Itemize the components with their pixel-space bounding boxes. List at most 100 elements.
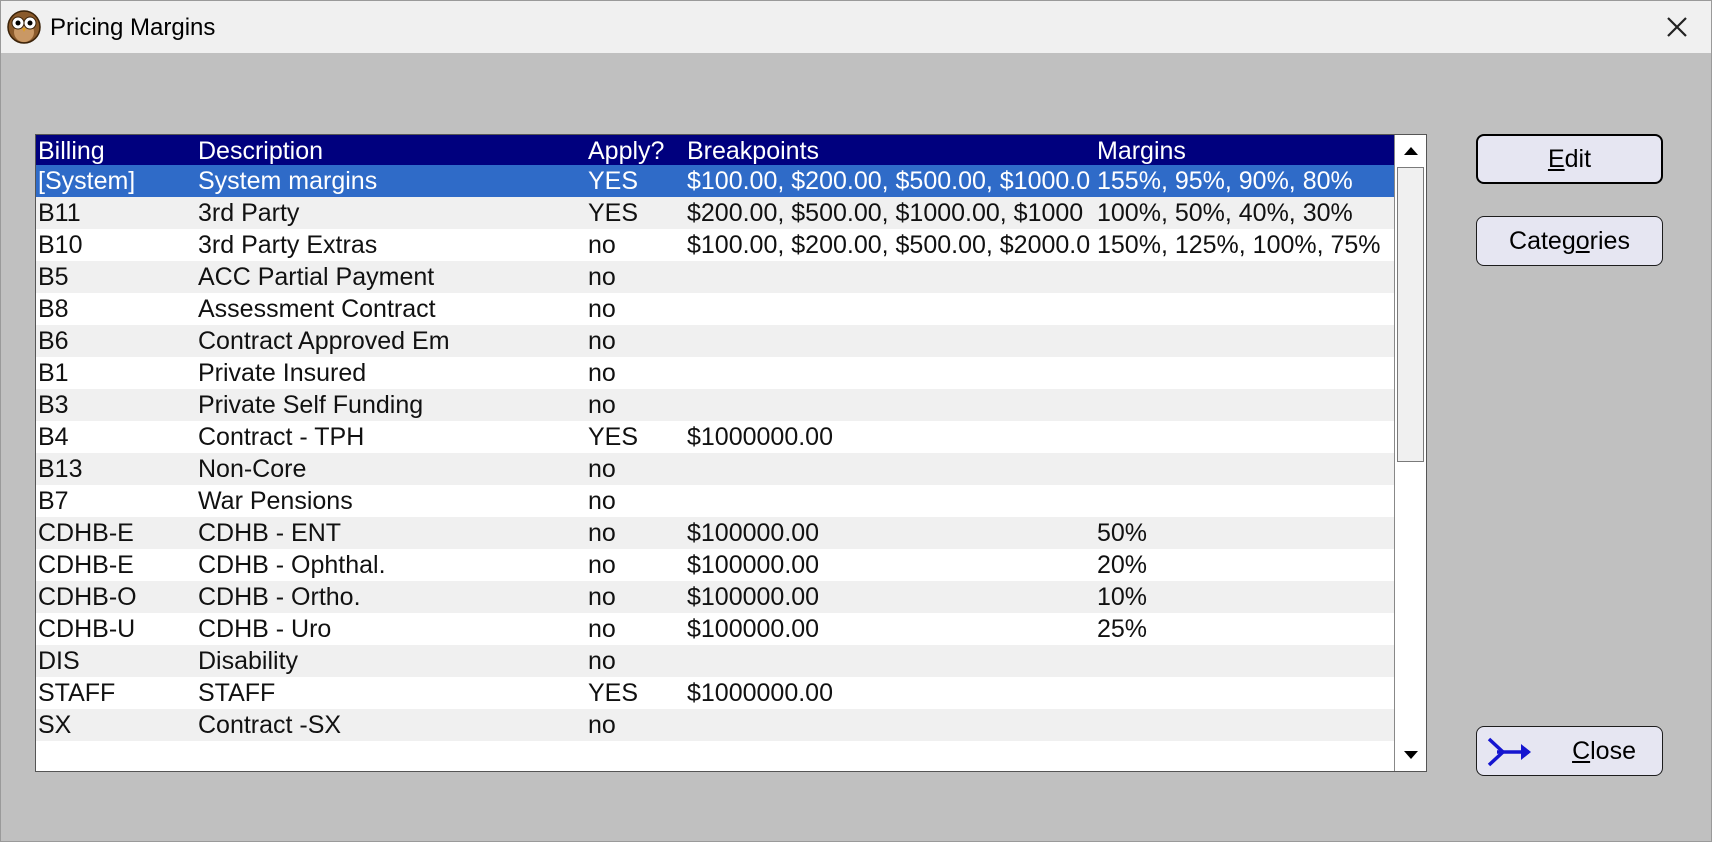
margins-grid[interactable]: Billing Description Apply? Breakpoints M… <box>35 134 1427 772</box>
table-row[interactable]: B13 Non-Core no <box>36 453 1394 485</box>
cell-apply: no <box>588 487 616 515</box>
cell-billing: B1 <box>38 359 69 387</box>
table-row[interactable]: B1 Private Insured no <box>36 357 1394 389</box>
cell-billing: SX <box>38 711 72 739</box>
cell-billing: B7 <box>38 487 69 515</box>
cell-apply: no <box>588 455 616 483</box>
cell-billing: B4 <box>38 423 69 451</box>
table-row[interactable]: B10 3rd Party Extras no $100.00, $200.00, $… <box>36 229 1394 261</box>
cell-margins: 10% <box>1097 583 1148 611</box>
cell-margins: 100%, 50%, 40%, 30% <box>1097 199 1353 227</box>
cell-apply: YES <box>588 199 639 227</box>
table-row[interactable]: CDHB-E CDHB - ENT no $100000.00 50% <box>36 517 1394 549</box>
cell-apply: no <box>588 327 616 355</box>
cell-apply: YES <box>588 423 639 451</box>
cell-billing: B6 <box>38 327 69 355</box>
scrollbar-track[interactable] <box>1397 167 1424 739</box>
cell-description: CDHB - Uro <box>198 615 332 643</box>
table-row[interactable]: B4 Contract - TPH YES $1000000.00 <box>36 421 1394 453</box>
header-breakpoints[interactable]: Breakpoints <box>687 137 820 165</box>
cell-description: ACC Partial Payment <box>198 263 435 291</box>
cell-breakpoints: $1000000.00 <box>687 679 833 707</box>
cell-apply: no <box>588 295 616 323</box>
cell-billing: B8 <box>38 295 69 323</box>
table-row[interactable]: B6 Contract Approved Em no <box>36 325 1394 357</box>
table-row[interactable]: B11 3rd Party YES $200.00, $500.00, $1000.0… <box>36 197 1394 229</box>
cell-breakpoints: $1000000.00 <box>687 423 833 451</box>
header-margins[interactable]: Margins <box>1097 137 1186 165</box>
cell-breakpoints: $100000.00 <box>687 551 820 579</box>
table-row[interactable]: CDHB-O CDHB - Ortho. no $100000.00 10% <box>36 581 1394 613</box>
cell-description: CDHB - Ophthal. <box>198 551 386 579</box>
table-row[interactable]: [System] System margins YES $100.00, $200.0… <box>36 165 1394 197</box>
cell-billing: CDHB-E <box>38 551 134 579</box>
header-description[interactable]: Description <box>198 137 324 165</box>
categories-button-label: Categories <box>1509 226 1630 255</box>
window-title: Pricing Margins <box>50 14 216 41</box>
cell-breakpoints: $100000.00 <box>687 519 820 547</box>
cell-apply: no <box>588 391 616 419</box>
cell-breakpoints: $100.00, $200.00, $500.00, $2000.0 <box>687 231 1091 259</box>
cell-apply: no <box>588 263 616 291</box>
cell-description: 3rd Party Extras <box>198 231 378 259</box>
cell-description: Contract -SX <box>198 711 342 739</box>
cell-apply: no <box>588 711 616 739</box>
cell-description: STAFF <box>198 679 276 707</box>
table-row[interactable]: CDHB-U CDHB - Uro no $100000.00 25% <box>36 613 1394 645</box>
cell-apply: no <box>588 551 616 579</box>
edit-button[interactable]: Edit <box>1476 134 1663 184</box>
cell-description: Private Insured <box>198 359 367 387</box>
table-row[interactable]: B3 Private Self Funding no <box>36 389 1394 421</box>
cell-apply: YES <box>588 679 639 707</box>
arrow-up-icon[interactable] <box>1395 135 1426 167</box>
cell-description: CDHB - ENT <box>198 519 342 547</box>
close-icon[interactable] <box>1661 11 1693 43</box>
table-row[interactable]: B7 War Pensions no <box>36 485 1394 517</box>
cell-description: Disability <box>198 647 299 675</box>
header-apply[interactable]: Apply? <box>588 137 665 165</box>
cell-billing: [System] <box>38 167 136 195</box>
arrow-exit-icon <box>1487 735 1535 776</box>
cell-apply: no <box>588 231 616 259</box>
cell-apply: no <box>588 519 616 547</box>
cell-description: Assessment Contract <box>198 295 436 323</box>
table-row[interactable]: SX Contract -SX no <box>36 709 1394 741</box>
cell-breakpoints: $100.00, $200.00, $500.00, $1000.0 <box>687 167 1091 195</box>
table-row[interactable]: DIS Disability no <box>36 645 1394 677</box>
cell-billing: CDHB-U <box>38 615 136 643</box>
grid-rows: [System] System margins YES $100.00, $200.0… <box>36 165 1394 741</box>
owl-icon <box>7 10 41 44</box>
cell-description: Private Self Funding <box>198 391 424 419</box>
cell-margins: 25% <box>1097 615 1148 643</box>
table-row[interactable]: B5 ACC Partial Payment no <box>36 261 1394 293</box>
cell-apply: no <box>588 583 616 611</box>
cell-breakpoints: $100000.00 <box>687 583 820 611</box>
close-button[interactable]: Close <box>1476 726 1663 776</box>
cell-billing: B13 <box>38 455 83 483</box>
cell-margins: 150%, 125%, 100%, 75% <box>1097 231 1381 259</box>
cell-margins: 50% <box>1097 519 1148 547</box>
categories-button[interactable]: Categories <box>1476 216 1663 266</box>
cell-billing: B11 <box>38 199 81 227</box>
table-row[interactable]: CDHB-E CDHB - Ophthal. no $100000.00 20% <box>36 549 1394 581</box>
table-row[interactable]: STAFF STAFF YES $1000000.00 <box>36 677 1394 709</box>
cell-apply: no <box>588 615 616 643</box>
arrow-down-icon[interactable] <box>1395 739 1426 771</box>
cell-billing: B10 <box>38 231 83 259</box>
close-button-label: Close <box>1572 736 1636 765</box>
cell-description: CDHB - Ortho. <box>198 583 361 611</box>
header-billing[interactable]: Billing <box>38 137 105 165</box>
scrollbar-thumb[interactable] <box>1397 167 1424 462</box>
cell-description: Contract - TPH <box>198 423 365 451</box>
vertical-scrollbar[interactable] <box>1394 135 1426 771</box>
title-bar: Pricing Margins <box>1 1 1711 53</box>
cell-description: System margins <box>198 167 378 195</box>
cell-billing: DIS <box>38 647 80 675</box>
cell-description: Contract Approved Em <box>198 327 450 355</box>
grid-header: Billing Description Apply? Breakpoints M… <box>36 135 1394 165</box>
table-row[interactable]: B8 Assessment Contract no <box>36 293 1394 325</box>
cell-breakpoints: $100000.00 <box>687 615 820 643</box>
cell-breakpoints: $200.00, $500.00, $1000.00, $1000 <box>687 199 1084 227</box>
cell-apply: no <box>588 647 616 675</box>
